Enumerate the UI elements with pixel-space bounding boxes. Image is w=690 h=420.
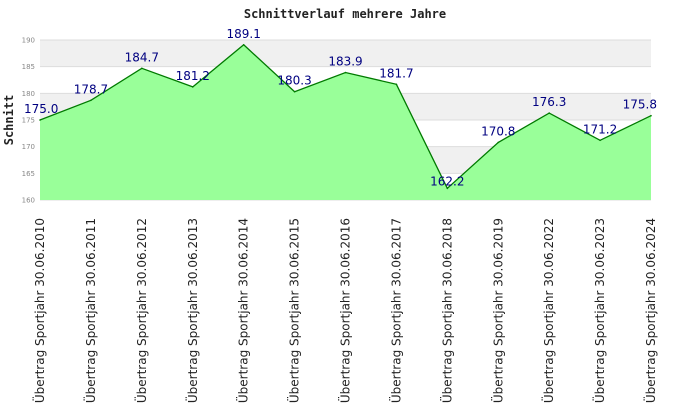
x-tick-label: Übertrag Sportjahr 30.06.2014 <box>235 218 251 403</box>
x-tick-label: Übertrag Sportjahr 30.06.2015 <box>286 218 302 403</box>
data-point <box>497 141 500 144</box>
data-label: 180.3 <box>277 74 311 88</box>
y-tick-label: 160 <box>22 197 35 205</box>
data-label: 181.7 <box>379 66 413 80</box>
data-label: 184.7 <box>125 50 159 64</box>
y-tick-label: 175 <box>22 117 35 125</box>
data-label: 175.8 <box>623 98 657 112</box>
data-point <box>242 44 245 46</box>
y-axis-ticks: 160 165 170 175 180 185 190 <box>22 37 35 205</box>
data-label: 178.7 <box>74 82 108 96</box>
chart-title: Schnittverlauf mehrere Jahre <box>244 7 446 21</box>
x-tick-label: Übertrag Sportjahr 30.06.2018 <box>438 218 454 403</box>
data-point <box>39 119 41 121</box>
y-tick-label: 190 <box>22 37 35 45</box>
data-point <box>90 99 92 102</box>
x-tick-label: Übertrag Sportjahr 30.06.2017 <box>387 218 403 403</box>
data-label: 181.2 <box>176 69 210 83</box>
data-label: 189.1 <box>226 27 260 41</box>
data-label: 175.0 <box>24 102 58 116</box>
y-tick-label: 165 <box>22 170 35 178</box>
y-axis-label: Schnitt <box>2 95 16 146</box>
y-tick-label: 180 <box>22 90 35 98</box>
data-label: 171.2 <box>583 122 617 136</box>
x-tick-label: Übertrag Sportjahr 30.06.2022 <box>540 218 556 403</box>
data-point <box>191 86 194 88</box>
x-tick-label: Übertrag Sportjahr 30.06.2010 <box>31 218 47 403</box>
data-label: 162.2 <box>430 174 464 188</box>
y-tick-label: 170 <box>22 143 35 151</box>
data-point <box>650 114 652 117</box>
data-point <box>293 90 296 93</box>
data-label: 183.9 <box>328 55 362 69</box>
data-point <box>141 67 143 70</box>
area-fill <box>40 44 651 200</box>
x-tick-label: Übertrag Sportjahr 30.06.2013 <box>184 218 200 403</box>
background-band <box>40 40 651 67</box>
y-tick-label: 185 <box>22 63 35 71</box>
x-tick-label: Übertrag Sportjahr 30.06.2023 <box>591 218 607 403</box>
data-point <box>344 71 347 74</box>
x-tick-label: Übertrag Sportjahr 30.06.2019 <box>489 218 505 403</box>
x-tick-label: Übertrag Sportjahr 30.06.2011 <box>82 218 98 403</box>
data-point <box>548 112 550 114</box>
data-label: 176.3 <box>532 95 566 109</box>
data-point <box>446 187 449 190</box>
x-axis-ticks: Übertrag Sportjahr 30.06.2010 Übertrag Sp… <box>31 218 658 403</box>
data-label: 170.8 <box>481 124 515 138</box>
data-point <box>395 83 398 86</box>
x-tick-label: Übertrag Sportjahr 30.06.2012 <box>133 218 149 403</box>
data-point <box>599 139 601 142</box>
data-labels: 175.0 178.7 184.7 181.2 189.1 180.3 183.9 181.7… <box>24 27 657 190</box>
x-tick-label: Übertrag Sportjahr 30.06.2024 <box>642 218 658 403</box>
x-tick-label: Übertrag Sportjahr 30.06.2016 <box>337 218 353 403</box>
